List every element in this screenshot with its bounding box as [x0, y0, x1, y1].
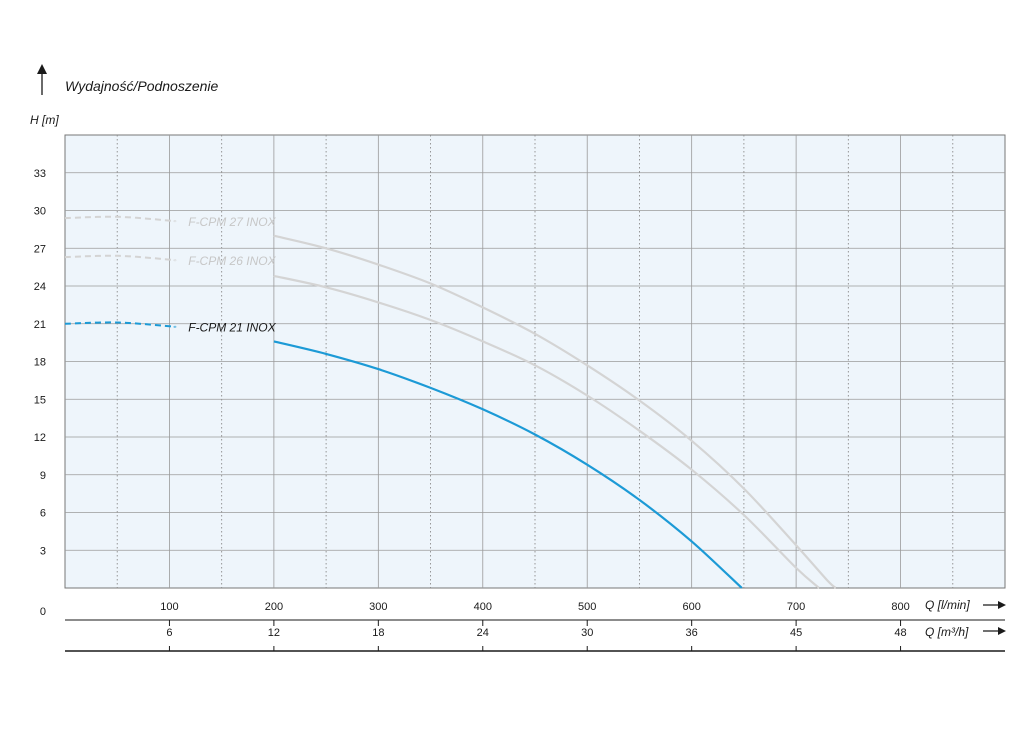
y-tick-label: 9: [40, 470, 46, 482]
x-tick-label: 100: [160, 601, 178, 613]
x-tick-label-secondary: 48: [894, 627, 906, 639]
y-axis-label: H [m]: [30, 113, 59, 127]
y-tick-label: 3: [40, 545, 46, 557]
y-tick-label: 15: [34, 394, 46, 406]
x-tick-label: 400: [474, 601, 492, 613]
x-tick-label: 300: [369, 601, 387, 613]
x-tick-label-secondary: 18: [372, 627, 384, 639]
x-tick-label: 800: [891, 601, 909, 613]
y-tick-label: 18: [34, 357, 46, 369]
series-label: F-CPM 21 INOX: [188, 321, 276, 335]
chart-title: Wydajność/Podnoszenie: [65, 78, 219, 94]
y-tick-label: 33: [34, 168, 46, 180]
x-axis-label-secondary: Q [m³/h]: [925, 625, 969, 639]
x-tick-label: 500: [578, 601, 596, 613]
series-line-dashed: [64, 215, 177, 223]
y-axis-arrow-icon: [37, 64, 47, 95]
x-tick-label-secondary: 12: [268, 627, 280, 639]
x-tick-label-secondary: 45: [790, 627, 802, 639]
x-tick-label-secondary: 6: [166, 627, 172, 639]
x-tick-label-secondary: 36: [686, 627, 698, 639]
y-tick-label: 27: [34, 243, 46, 255]
y-tick-label: 24: [34, 281, 46, 293]
y-tick-label: 30: [34, 206, 46, 218]
series-labels: F-CPM 27 INOX F-CPM 26 INOX F-CPM 21 INOX: [188, 215, 276, 335]
x-axis-secondary-arrow-icon: [983, 627, 1006, 635]
x-tick-label-secondary: 30: [581, 627, 593, 639]
x-tick-label: 600: [682, 601, 700, 613]
y-tick-label: 6: [40, 508, 46, 520]
x-tick-labels: 100 200 300 400 500 600 700 800 6 12 18 24 30 36 45 48: [160, 601, 909, 639]
series-line-dashed: [64, 254, 177, 262]
series-lines: [64, 215, 837, 589]
y-tick-labels: 0 3 6 9 12 15 18 21 24 27 30 33: [34, 168, 46, 618]
series-line: [273, 234, 837, 589]
x-axis-arrow-icon: [983, 601, 1006, 609]
y-tick-label: 12: [34, 432, 46, 444]
x-tick-label: 700: [787, 601, 805, 613]
x-tick-label: 200: [265, 601, 283, 613]
series-label: F-CPM 26 INOX: [188, 254, 276, 268]
series-line-dashed: [64, 321, 177, 328]
grid: [65, 135, 1005, 651]
series-label: F-CPM 27 INOX: [188, 215, 276, 229]
series-line: [273, 340, 743, 589]
y-tick-label: 0: [40, 606, 46, 618]
series-line: [273, 274, 820, 589]
y-tick-label: 21: [34, 319, 46, 331]
x-tick-label-secondary: 24: [477, 627, 489, 639]
x-axis-label: Q [l/min]: [925, 598, 970, 612]
